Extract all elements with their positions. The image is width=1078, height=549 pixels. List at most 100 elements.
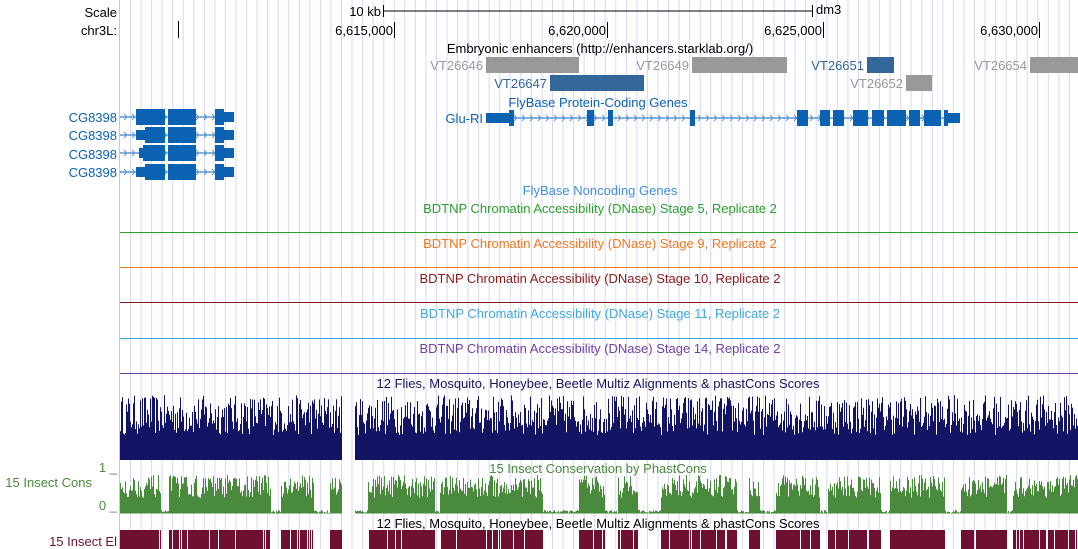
multiz-bar [874, 414, 875, 460]
dnase-track-title[interactable]: BDTNP Chromatin Accessibility (DNase) St… [419, 271, 780, 286]
phastcons-bar [742, 511, 743, 514]
phastcons-side-label[interactable]: 15 Insect Cons [5, 475, 92, 490]
dnase-track-title[interactable]: BDTNP Chromatin Accessibility (DNase) St… [423, 236, 777, 251]
multiz-bar [373, 428, 374, 460]
phastcons-track-title[interactable]: 15 Insect Conservation by PhastCons [489, 461, 707, 476]
conserved-element [635, 530, 636, 549]
gene-label[interactable]: CG8398 [69, 165, 117, 180]
multiz-bar [1060, 402, 1061, 460]
conserved-element [636, 530, 637, 549]
multiz-bar [1057, 433, 1058, 460]
conserved-element [625, 530, 626, 549]
phastcons-bar [888, 512, 889, 514]
enhancer-feature[interactable] [1030, 57, 1078, 73]
phastcons-bar [494, 480, 495, 514]
dnase-track-title[interactable]: BDTNP Chromatin Accessibility (DNase) St… [419, 341, 780, 356]
multiz-bar [612, 396, 613, 460]
multiz-bar [516, 417, 517, 460]
multiz-bar [747, 421, 748, 460]
enhancer-label[interactable]: VT26647 [494, 76, 547, 91]
enhancer-feature[interactable] [692, 57, 787, 73]
gene-label[interactable]: Glu-RI [445, 111, 483, 126]
conserved-element [170, 530, 171, 549]
multiz-bar [479, 422, 480, 460]
phastcons-bar [637, 492, 638, 514]
enhancers-track-title[interactable]: Embryonic enhancers (http://enhancers.st… [447, 41, 753, 56]
multiz-bar [218, 406, 219, 460]
multiz-bar [589, 429, 590, 460]
multiz-track-title-2[interactable]: 12 Flies, Mosquito, Honeybee, Beetle Mul… [377, 516, 820, 531]
phastcons-bar [550, 510, 551, 514]
conserved-element [994, 530, 995, 549]
multiz-bar [1003, 425, 1004, 460]
phastcons-bar [826, 511, 827, 514]
conserved-element [997, 530, 998, 549]
multiz-bar [210, 403, 211, 460]
conserved-element [155, 530, 156, 549]
conserved-element [403, 530, 404, 549]
multiz-bar [690, 400, 691, 460]
phastcons-bar [483, 494, 484, 514]
conserved-element [978, 530, 979, 549]
multiz-bar [447, 405, 448, 460]
phastcons-bar [400, 479, 401, 514]
multiz-bar [572, 404, 573, 460]
phastcons-bar [408, 487, 409, 514]
multiz-bar [1053, 428, 1054, 460]
multiz-bar [186, 412, 187, 460]
phastcons-bar [125, 481, 126, 514]
enhancer-label[interactable]: VT26649 [636, 58, 689, 73]
multiz-bar [182, 410, 183, 460]
enhancer-label[interactable]: VT26646 [430, 58, 483, 73]
phastcons-bar [369, 491, 370, 514]
exon [145, 164, 165, 180]
phastcons-bar [714, 479, 715, 514]
multiz-bar [691, 399, 692, 460]
protein-coding-track-title[interactable]: FlyBase Protein-Coding Genes [508, 95, 688, 110]
phastcons-bar [953, 510, 954, 514]
multiz-bar [561, 409, 562, 460]
enhancer-feature[interactable] [550, 75, 644, 91]
multiz-bar [164, 395, 165, 460]
phastcons-bar [607, 511, 608, 514]
dnase-track-title[interactable]: BDTNP Chromatin Accessibility (DNase) St… [420, 306, 780, 321]
enhancer-feature[interactable] [906, 75, 932, 91]
conserved-element [385, 530, 386, 549]
dnase-track-title[interactable]: BDTNP Chromatin Accessibility (DNase) St… [423, 201, 777, 216]
phastcons-bar [1063, 476, 1064, 514]
enhancer-feature[interactable] [486, 57, 579, 73]
gene-label[interactable]: CG8398 [69, 110, 117, 125]
gene-label[interactable]: CG8398 [69, 147, 117, 162]
multiz-bar [749, 396, 750, 460]
conserved-element [379, 530, 380, 549]
phastcons-bar [271, 512, 272, 514]
elements-side-label[interactable]: 15 Insect El [49, 534, 117, 549]
enhancer-label[interactable]: VT26651 [811, 58, 864, 73]
gene-label[interactable]: CG8398 [69, 128, 117, 143]
multiz-track-title[interactable]: 12 Flies, Mosquito, Honeybee, Beetle Mul… [377, 376, 820, 391]
conserved-element [145, 530, 146, 549]
phastcons-bar [1076, 475, 1077, 514]
multiz-bar [593, 431, 594, 460]
phastcons-bar [648, 512, 649, 514]
phastcons-bar [221, 477, 222, 514]
enhancer-feature[interactable] [867, 57, 894, 73]
conserved-element [199, 530, 200, 549]
conserved-element [268, 530, 269, 549]
phastcons-bar [256, 476, 257, 514]
multiz-bar [767, 414, 768, 460]
multiz-bar [596, 402, 597, 460]
phastcons-bar [700, 480, 701, 514]
multiz-bar [178, 428, 179, 460]
noncoding-track-title[interactable]: FlyBase Noncoding Genes [523, 183, 678, 198]
conserved-element [685, 530, 686, 549]
enhancer-label[interactable]: VT26654 [974, 58, 1027, 73]
enhancer-label[interactable]: VT26652 [850, 76, 903, 91]
multiz-bar [540, 425, 541, 460]
multiz-bar [313, 403, 314, 460]
phastcons-bar [588, 483, 589, 514]
phastcons-bar [938, 477, 939, 514]
conserved-element [135, 530, 136, 549]
multiz-bar [190, 425, 191, 460]
